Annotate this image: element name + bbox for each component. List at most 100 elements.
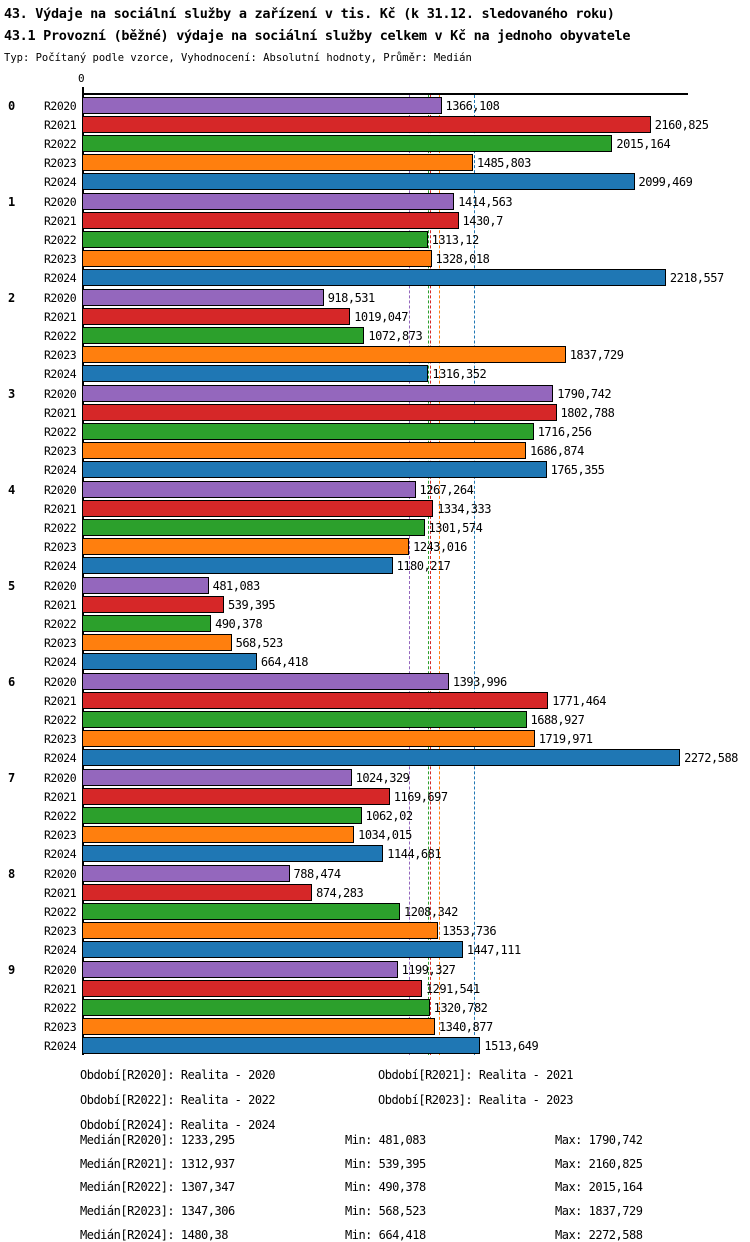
series-label: R2020 — [44, 482, 77, 497]
bar-group-3: 3 R2020 1790,742 R2021 1802,788 R2022 1716,256… — [0, 384, 750, 479]
value-label: 1716,256 — [537, 424, 592, 439]
bar-row: R2024 1144,681 — [0, 844, 750, 863]
bar-r2024-cat2 — [82, 365, 429, 382]
value-label: 1316,352 — [432, 366, 487, 381]
series-label: R2022 — [44, 424, 77, 439]
report-header: 43. Výdaje na sociální služby a zařízení… — [4, 3, 750, 67]
group-label: 0 — [8, 98, 16, 113]
value-label: 1765,355 — [550, 462, 605, 477]
value-label: 1393,996 — [452, 674, 507, 689]
series-label: R2023 — [44, 539, 77, 554]
bar-r2020-cat5 — [82, 577, 209, 594]
series-label: R2020 — [44, 386, 77, 401]
series-label: R2020 — [44, 98, 77, 113]
bar-r2021-cat5 — [82, 596, 224, 613]
value-label: 1180,217 — [396, 558, 451, 573]
series-label: R2024 — [44, 750, 77, 765]
legend-stat-min: Min: 664,418 — [345, 1227, 426, 1242]
series-label: R2023 — [44, 923, 77, 938]
value-label: 2272,588 — [684, 750, 738, 765]
legend-stat-max: Max: 1837,729 — [555, 1204, 643, 1219]
bar-row: R2022 1301,574 — [0, 518, 750, 537]
series-label: R2023 — [44, 155, 77, 170]
series-label: R2020 — [44, 578, 77, 593]
bar-r2024-cat9 — [82, 1037, 481, 1054]
series-label: R2022 — [44, 904, 77, 919]
bar-row: R2021 539,395 — [0, 595, 750, 614]
series-label: R2020 — [44, 866, 77, 881]
bar-row: 6 R2020 1393,996 — [0, 672, 750, 691]
page-title: 43. Výdaje na sociální služby a zařízení… — [4, 6, 615, 22]
series-label: R2024 — [44, 1038, 77, 1053]
value-label: 1513,649 — [484, 1038, 539, 1053]
axis-zero-label: 0 — [78, 72, 85, 85]
bar-row: R2024 2272,588 — [0, 748, 750, 767]
value-label: 1719,971 — [538, 731, 593, 746]
bar-group-8: 8 R2020 788,474 R2021 874,283 R2022 1208,342 R2… — [0, 864, 750, 959]
value-label: 2099,469 — [638, 174, 693, 189]
value-label: 1485,803 — [477, 155, 531, 170]
bar-row: R2022 1313,12 — [0, 230, 750, 249]
series-label: R2022 — [44, 328, 77, 343]
series-label: R2022 — [44, 520, 77, 535]
bar-r2023-cat9 — [82, 1018, 435, 1035]
value-label: 1301,574 — [428, 520, 483, 535]
value-label: 1340,877 — [438, 1019, 493, 1034]
legend-stat-min: Min: 481,083 — [345, 1133, 426, 1147]
bar-r2021-cat1 — [82, 212, 459, 229]
bar-row: R2022 1320,782 — [0, 998, 750, 1017]
legend-stat-max: Max: 2160,825 — [555, 1156, 643, 1171]
bar-r2022-cat6 — [82, 711, 527, 728]
legend-stat-max: Max: 2272,588 — [555, 1227, 643, 1242]
value-label: 1199,327 — [401, 962, 456, 977]
bar-r2022-cat0 — [82, 135, 613, 152]
bar-r2020-cat0 — [82, 97, 442, 114]
bar-r2022-cat3 — [82, 423, 534, 440]
value-label: 1267,264 — [419, 482, 474, 497]
legend-stat-min: Min: 490,378 — [345, 1180, 426, 1195]
bar-row: R2023 1353,736 — [0, 921, 750, 940]
group-label: 5 — [8, 578, 16, 593]
bar-row: R2024 1316,352 — [0, 364, 750, 383]
legend-stat-median: Medián[R2020]: 1233,295 — [80, 1133, 235, 1147]
bar-group-4: 4 R2020 1267,264 R2021 1334,333 R2022 1301,574… — [0, 480, 750, 575]
series-label: R2024 — [44, 654, 77, 669]
series-label: R2022 — [44, 808, 77, 823]
series-label: R2021 — [44, 501, 77, 516]
bar-row: 5 R2020 481,083 — [0, 576, 750, 595]
bar-row: 0 R2020 1366,108 — [0, 96, 750, 115]
bar-group-0: 0 R2020 1366,108 R2021 2160,825 R2022 2015,164… — [0, 96, 750, 191]
bar-r2024-cat7 — [82, 845, 384, 862]
series-label: R2023 — [44, 443, 77, 458]
bar-row: 7 R2020 1024,329 — [0, 768, 750, 787]
value-label: 490,378 — [215, 616, 263, 631]
bar-r2022-cat7 — [82, 807, 362, 824]
bar-row: R2022 1062,02 — [0, 806, 750, 825]
bar-row: R2021 1802,788 — [0, 403, 750, 422]
bar-group-5: 5 R2020 481,083 R2021 539,395 R2022 490,378 R20… — [0, 576, 750, 671]
bar-row: R2024 2218,557 — [0, 268, 750, 287]
bar-row: R2023 1328,018 — [0, 249, 750, 268]
bar-row: R2021 874,283 — [0, 883, 750, 902]
bar-r2024-cat4 — [82, 557, 393, 574]
series-label: R2023 — [44, 347, 77, 362]
value-label: 1837,729 — [569, 347, 624, 362]
bar-r2024-cat6 — [82, 749, 681, 766]
series-label: R2020 — [44, 194, 77, 209]
bar-group-2: 2 R2020 918,531 R2021 1019,047 R2022 1072,873 R… — [0, 288, 750, 383]
value-label: 1328,018 — [435, 251, 490, 266]
series-label: R2021 — [44, 117, 77, 132]
bar-row: 4 R2020 1267,264 — [0, 480, 750, 499]
value-label: 1024,329 — [355, 770, 410, 785]
legend-stat-median: Medián[R2024]: 1480,38 — [80, 1227, 228, 1242]
value-label: 1208,342 — [404, 904, 458, 919]
bar-row: R2021 1334,333 — [0, 499, 750, 518]
group-label: 2 — [8, 290, 16, 305]
bar-row: R2023 1485,803 — [0, 153, 750, 172]
series-label: R2024 — [44, 366, 77, 381]
value-label: 2015,164 — [616, 136, 671, 151]
group-label: 3 — [8, 386, 16, 401]
bar-r2020-cat1 — [82, 193, 455, 210]
bar-r2023-cat7 — [82, 826, 355, 843]
median-line-r2022 — [428, 95, 430, 1055]
